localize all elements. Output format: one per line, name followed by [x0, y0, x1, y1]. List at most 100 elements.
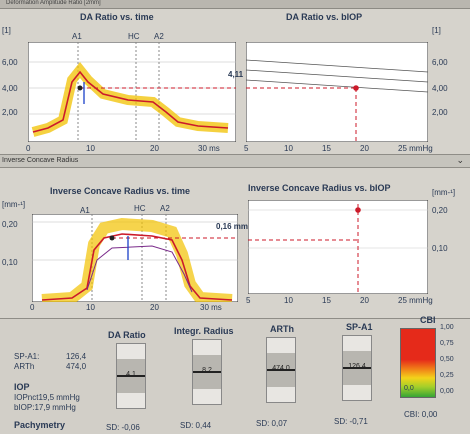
gauge-value: 474,0	[272, 365, 290, 372]
da-biop-ytick: 4,00	[432, 84, 448, 93]
gauge-marker	[267, 369, 295, 371]
cbi-marker-value: 0,0	[404, 385, 414, 392]
da-biop-xtick: 5	[244, 144, 249, 153]
icr-biop-xtick: 15	[322, 296, 331, 305]
section-title: Inverse Concave Radius	[2, 157, 79, 164]
a2-marker-label: A2	[154, 32, 164, 41]
da-time-ytick: 6,00	[2, 58, 18, 67]
da-point	[77, 85, 83, 91]
gauge-sd-sp-a1: SD: -0,71	[334, 417, 368, 426]
section-header[interactable]: Inverse Concave Radius ⌄	[0, 154, 470, 168]
icr-biop-plot	[248, 200, 428, 294]
icr-biop-ytick: 0,10	[432, 244, 448, 253]
da-time-plot	[28, 42, 236, 142]
gauge-marker	[117, 375, 145, 377]
cbi-title: CBI	[420, 315, 436, 325]
da-time-ytick: 4,00	[2, 84, 18, 93]
icr-time-yunit: [mm-¹]	[2, 200, 26, 209]
gauge-integr-radius: 8,2	[192, 339, 222, 405]
a1-marker-label: A1	[72, 32, 82, 41]
gauge-sp-a1: 126,4	[342, 335, 372, 401]
hc-marker-label: HC	[134, 204, 146, 213]
icr-biop-xtick: 5	[246, 296, 251, 305]
sp-a1-value: 126,4	[66, 352, 87, 361]
da-biop-xtick: 25 mmHg	[398, 144, 433, 153]
icr-point	[109, 235, 115, 241]
icr-biop-xtick: 10	[284, 296, 293, 305]
gauge-marker	[343, 367, 371, 369]
gauge-value: 126,4	[348, 363, 366, 370]
cbi-scale-tick: 1,00	[440, 324, 454, 331]
patient-curve	[32, 70, 229, 133]
cbi-color-bar	[400, 328, 436, 398]
da-time-xtick: 30 ms	[198, 144, 220, 153]
da-biop-xtick: 10	[284, 144, 293, 153]
normal-band	[41, 217, 233, 302]
icr-biop-xtick: 25 mmHg	[398, 296, 433, 305]
da-biop-xtick: 15	[322, 144, 331, 153]
arth-value: 474,0	[66, 362, 87, 371]
reference-line	[246, 59, 428, 73]
patient-dot	[353, 85, 359, 91]
window-title-strip: Deformation Amplitude Ratio [2mm]	[0, 0, 470, 9]
gauge-sd-integr-radius: SD: 0,44	[180, 421, 212, 430]
a1-marker-label: A1	[80, 206, 90, 215]
icr-biop-ytick: 0,20	[432, 206, 448, 215]
icr-time-xtick: 10	[86, 303, 95, 312]
da-biop-ytick: 6,00	[432, 58, 448, 67]
patient-curve	[41, 233, 233, 301]
da-biop-plot	[246, 42, 428, 142]
icr-time-title: Inverse Concave Radius vs. time	[50, 186, 191, 196]
hc-marker-label: HC	[128, 32, 140, 41]
icr-biop-xtick: 20	[360, 296, 369, 305]
da-value-label: 4,11	[228, 70, 244, 79]
icr-biop-yunit: [mm-¹]	[432, 188, 456, 197]
da-biop-yunit: [1]	[432, 26, 441, 35]
da-biop-xtick: 20	[360, 144, 369, 153]
gauge-title-integr-radius: Integr. Radius	[174, 326, 234, 336]
gauge-sd-da-ratio: SD: -0,06	[106, 423, 140, 432]
iop-nct: IOPnct19,5 mmHg	[14, 393, 80, 402]
icr-time-xtick: 30 ms	[200, 303, 222, 312]
chevron-down-icon[interactable]: ⌄	[456, 155, 464, 165]
icr-value-label: 0,16 mm-¹	[216, 222, 254, 231]
da-time-xtick: 20	[150, 144, 159, 153]
window-title: Deformation Amplitude Ratio [2mm]	[6, 0, 101, 6]
da-biop-ytick: 2,00	[432, 108, 448, 117]
gauge-title-da-ratio: DA Ratio	[108, 330, 146, 340]
biop-value: bIOP:17,9 mmHg	[14, 403, 76, 412]
icr-time-xtick: 0	[30, 303, 35, 312]
icr-time-plot	[32, 214, 238, 302]
cbi-scale-tick: 0,00	[440, 388, 454, 395]
gauge-arth: 474,0	[266, 337, 296, 403]
gauge-value: 4,1	[126, 371, 136, 378]
cbi-scale-tick: 0,75	[440, 340, 454, 347]
cbi-value: CBI: 0,00	[404, 410, 438, 419]
reference-line	[246, 69, 428, 83]
icr-biop-title: Inverse Concave Radius vs. bIOP	[248, 183, 391, 193]
gauge-sd-arth: SD: 0,07	[256, 419, 288, 428]
summary-panel	[0, 318, 470, 434]
iop-heading: IOP	[14, 382, 30, 392]
sp-a1-label: SP-A1:	[14, 352, 40, 361]
gauge-title-arth: ARTh	[270, 324, 294, 334]
reference-line	[246, 79, 428, 93]
da-biop-title: DA Ratio vs. bIOP	[286, 12, 363, 22]
curve-outline	[86, 245, 193, 293]
da-time-xtick: 10	[86, 144, 95, 153]
icr-time-xtick: 20	[150, 303, 159, 312]
cbi-scale-tick: 0,25	[440, 372, 454, 379]
da-time-yunit: [1]	[2, 26, 11, 35]
da-time-title: DA Ratio vs. time	[80, 12, 154, 22]
gauge-title-sp-a1: SP-A1	[346, 322, 373, 332]
pachymetry-heading: Pachymetry	[14, 420, 66, 430]
icr-time-ytick: 0,10	[2, 258, 18, 267]
cbi-scale-tick: 0,50	[440, 356, 454, 363]
da-time-xtick: 0	[26, 144, 31, 153]
icr-time-ytick: 0,20	[2, 220, 18, 229]
gauge-da-ratio: 4,1	[116, 343, 146, 409]
a2-marker-label: A2	[160, 204, 170, 213]
gauge-marker	[193, 371, 221, 373]
patient-dot	[355, 207, 361, 213]
gauge-value: 8,2	[202, 367, 212, 374]
